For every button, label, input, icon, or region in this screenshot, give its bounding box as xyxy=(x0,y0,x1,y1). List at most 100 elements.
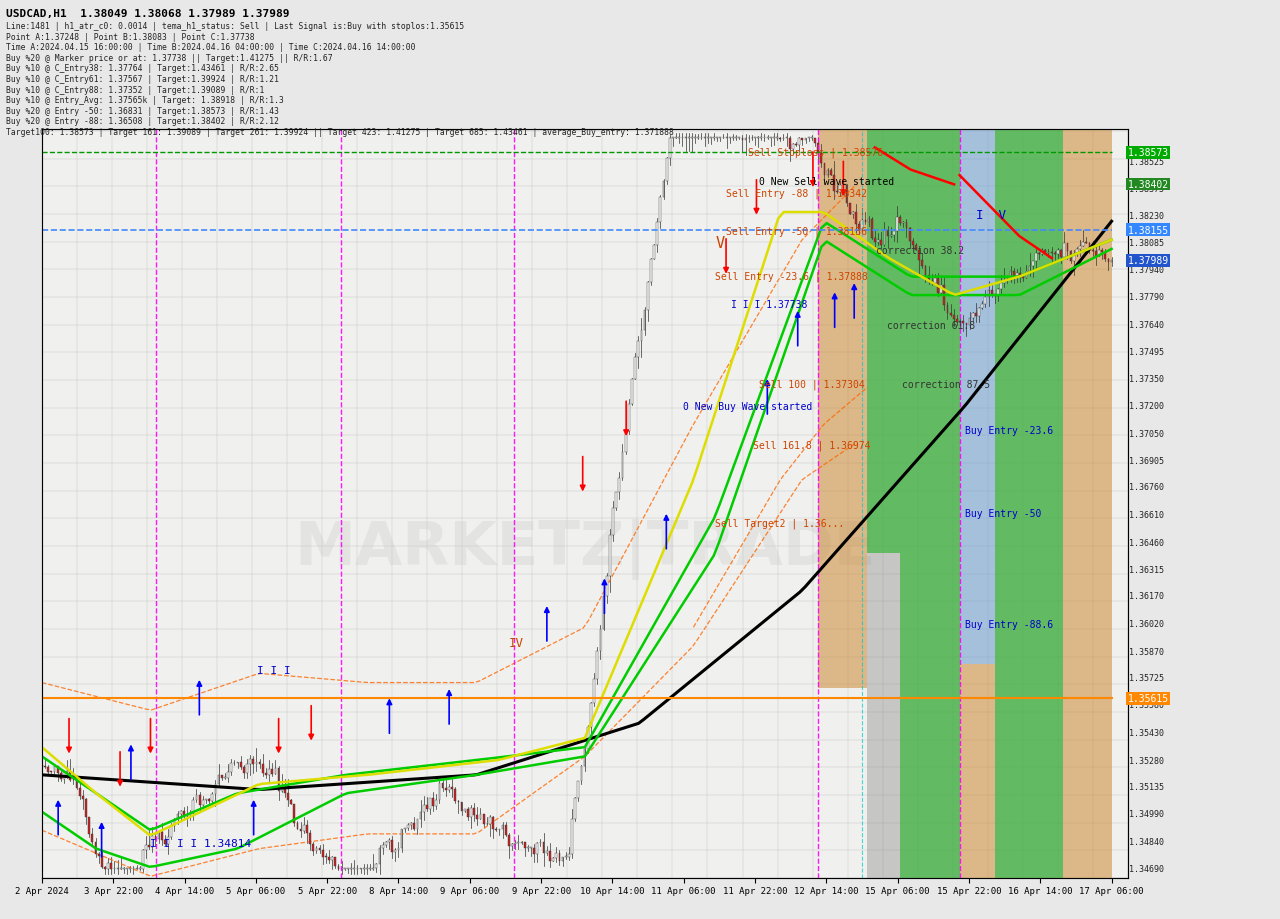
Bar xyxy=(47,766,49,773)
Text: Line:1481 | h1_atr_c0: 0.0014 | tema_h1_status: Sell | Last Signal is:Buy with s: Line:1481 | h1_atr_c0: 0.0014 | tema_h1_… xyxy=(6,22,465,31)
Bar xyxy=(795,144,797,145)
Bar xyxy=(362,868,365,869)
Bar xyxy=(1066,244,1069,252)
Bar xyxy=(1025,272,1028,278)
Bar xyxy=(818,130,868,688)
Bar xyxy=(524,842,526,848)
Text: 0 New Sell wave started: 0 New Sell wave started xyxy=(759,177,893,187)
Bar xyxy=(1044,251,1046,254)
Bar xyxy=(609,535,611,576)
Bar xyxy=(833,176,835,192)
Bar xyxy=(1060,251,1062,258)
Text: 1.34690: 1.34690 xyxy=(1129,865,1164,873)
Bar xyxy=(928,276,929,282)
Text: Sell Entry -23.6 | 1.37888: Sell Entry -23.6 | 1.37888 xyxy=(716,271,868,282)
Text: 1.37050: 1.37050 xyxy=(1129,429,1164,438)
Bar xyxy=(95,843,96,854)
Text: 1.36610: 1.36610 xyxy=(1129,511,1164,519)
Bar xyxy=(344,868,346,869)
Bar xyxy=(540,842,541,843)
Bar xyxy=(369,868,371,869)
Bar xyxy=(385,842,387,845)
Bar xyxy=(209,800,210,801)
Bar xyxy=(476,815,479,819)
Bar xyxy=(429,798,431,810)
Bar xyxy=(221,776,223,778)
Bar xyxy=(900,130,960,879)
Bar xyxy=(915,245,916,250)
Text: 1.34840: 1.34840 xyxy=(1129,837,1164,845)
Bar xyxy=(310,834,311,844)
Bar xyxy=(82,796,83,800)
Bar xyxy=(63,773,65,779)
Bar xyxy=(536,843,538,854)
Text: 1.36315: 1.36315 xyxy=(1129,565,1164,574)
Bar xyxy=(86,800,87,817)
Bar xyxy=(956,320,957,323)
Text: V: V xyxy=(716,236,724,251)
Bar xyxy=(988,291,989,297)
Bar xyxy=(534,847,535,854)
Bar xyxy=(157,832,160,839)
Bar xyxy=(97,854,100,857)
Bar xyxy=(678,138,680,139)
Bar xyxy=(691,138,692,139)
Bar xyxy=(960,664,996,879)
Bar xyxy=(312,844,314,851)
Bar xyxy=(669,139,671,159)
Bar xyxy=(435,800,438,806)
Text: MARKETZ|TRADE: MARKETZ|TRADE xyxy=(294,518,876,579)
Bar xyxy=(439,783,440,800)
Text: 1.36760: 1.36760 xyxy=(1129,483,1164,492)
Bar xyxy=(687,138,690,139)
Bar xyxy=(1107,260,1110,263)
Bar xyxy=(588,728,589,749)
Text: I I I I 1.34814: I I I I 1.34814 xyxy=(151,838,252,848)
Bar xyxy=(104,868,106,869)
Bar xyxy=(274,767,276,774)
Bar xyxy=(407,824,408,829)
Bar xyxy=(723,138,724,139)
Bar xyxy=(180,811,182,814)
Text: 1.38085: 1.38085 xyxy=(1129,239,1164,248)
Bar xyxy=(256,762,257,765)
Bar xyxy=(978,309,980,317)
Bar xyxy=(827,171,828,176)
Bar xyxy=(250,759,251,765)
Bar xyxy=(748,139,750,140)
Bar xyxy=(558,853,561,861)
Bar xyxy=(640,330,643,342)
Bar xyxy=(1088,244,1091,251)
Bar xyxy=(442,783,443,788)
Bar xyxy=(353,868,355,869)
Text: Point A:1.37248 | Point B:1.38083 | Point C:1.37738: Point A:1.37248 | Point B:1.38083 | Poin… xyxy=(6,32,255,41)
Bar xyxy=(338,866,339,869)
Bar xyxy=(145,845,147,850)
Bar xyxy=(1094,252,1097,257)
Bar xyxy=(319,848,320,850)
Bar xyxy=(1016,274,1018,277)
Bar xyxy=(739,138,740,139)
Bar xyxy=(870,220,873,239)
Bar xyxy=(817,143,819,153)
Bar xyxy=(60,773,61,779)
Bar xyxy=(161,832,163,840)
Bar xyxy=(91,834,93,843)
Bar xyxy=(41,765,42,766)
Bar xyxy=(952,315,955,320)
Bar xyxy=(622,452,623,478)
Bar xyxy=(931,282,933,284)
Text: 1.38230: 1.38230 xyxy=(1129,212,1164,221)
Text: correction 38.2: correction 38.2 xyxy=(876,245,964,255)
Bar xyxy=(243,767,244,773)
Bar xyxy=(984,297,986,305)
Bar xyxy=(76,780,78,789)
Bar xyxy=(552,858,554,861)
Text: Buy %20 @ Entry -88: 1.36508 | Target:1.38402 | R/R:2.12: Buy %20 @ Entry -88: 1.36508 | Target:1.… xyxy=(6,118,279,126)
Bar xyxy=(599,629,602,652)
Bar xyxy=(1019,274,1021,276)
Bar xyxy=(657,222,658,246)
Bar xyxy=(394,850,396,852)
Bar xyxy=(142,850,143,869)
Bar xyxy=(1010,271,1011,279)
